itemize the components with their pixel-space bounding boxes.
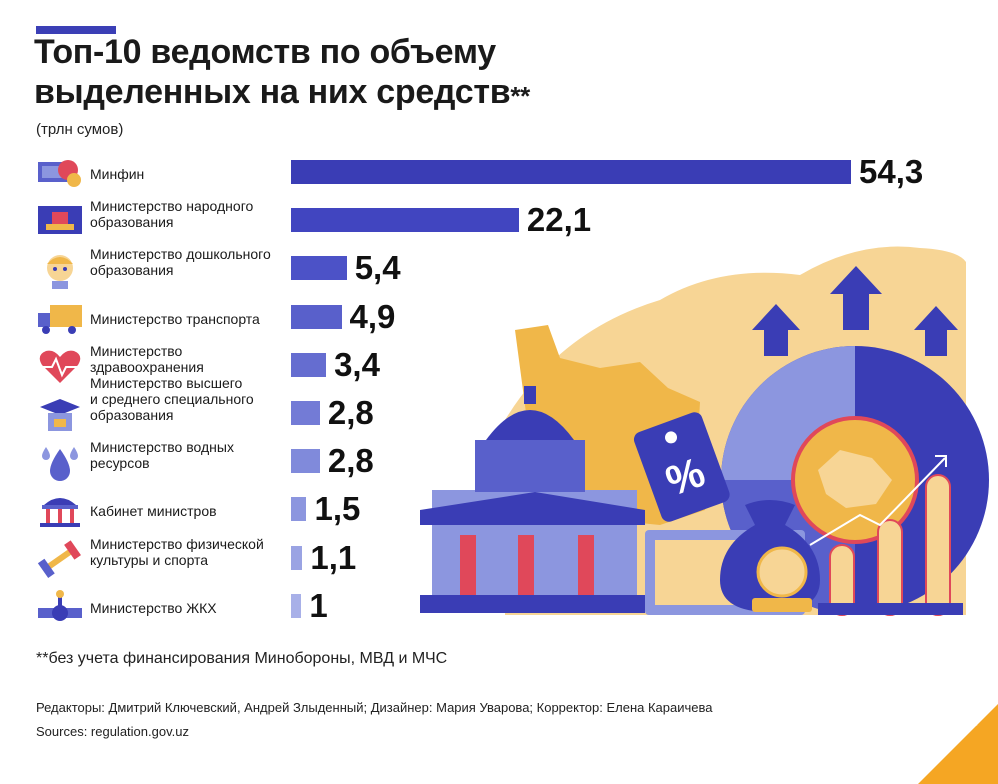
graduation-cap-icon xyxy=(40,399,80,431)
bar-category-line: Министерство дошкольного xyxy=(90,246,271,263)
footnote: **без учета финансирования Минобороны, М… xyxy=(36,650,448,667)
truck-icon xyxy=(38,304,82,334)
bar-value-label: 4,9 xyxy=(349,297,396,335)
bar-category-line: Министерство народного xyxy=(90,198,254,215)
bar-category-line: Министерство xyxy=(90,342,183,359)
bar xyxy=(291,208,519,233)
dumbbell-icon xyxy=(37,539,81,578)
bar-value-label: 1 xyxy=(309,586,328,624)
bar-category-label: Министерство здравоохранения xyxy=(90,343,290,375)
title-text: Топ-10 ведомств по объему выделенных на … xyxy=(34,33,511,111)
bar-category-line: Министерство физической xyxy=(90,535,264,552)
bar-category-label: Министерство транспорта xyxy=(90,311,290,327)
bar-category-line: и среднего специального xyxy=(90,391,254,407)
bar-category-label: Министерство физической культуры и спорта xyxy=(90,536,290,568)
bar-category-label: Министерство дошкольного образования xyxy=(90,246,290,278)
page-title: Топ-10 ведомств по объему выделенных на … xyxy=(34,32,654,112)
bar-category-label: Министерство народного образования xyxy=(90,198,290,230)
sources: Sources: regulation.gov.uz xyxy=(36,724,189,739)
water-drops-icon xyxy=(42,447,78,482)
bar xyxy=(291,256,347,281)
bar xyxy=(291,497,307,522)
sputnik-logo xyxy=(918,704,998,784)
bar-value-label: 5,4 xyxy=(354,249,401,287)
bar-category-line: Министерство транспорта xyxy=(90,310,260,327)
bar-category-line: Кабинет министров xyxy=(90,503,217,520)
government-building-icon xyxy=(40,498,80,528)
bar xyxy=(291,401,320,425)
bar-value-label: 54,3 xyxy=(859,153,924,190)
bar-value-label: 2,8 xyxy=(327,394,374,431)
bar-category-label: Министерство высшего и среднего специальн… xyxy=(90,375,290,423)
bar-category-label: Минфин xyxy=(90,166,290,182)
bar xyxy=(291,304,342,329)
bar xyxy=(291,593,302,618)
heart-pulse-icon xyxy=(39,350,81,383)
bar-category-label: Кабинет министров xyxy=(90,503,290,519)
school-icon xyxy=(38,206,82,235)
bar-category-line: Министерство водных xyxy=(90,439,234,456)
bar-category-line: здравоохранения xyxy=(90,358,204,375)
bar-value-label: 3,4 xyxy=(334,345,380,383)
bar-category-line: Минфин xyxy=(90,166,145,182)
bar-category-line: культуры и спорта xyxy=(90,551,209,568)
bar xyxy=(291,160,851,184)
unit-label: (трлн сумов) xyxy=(36,121,124,138)
bar-value-label: 1,5 xyxy=(314,490,361,528)
bar-value-label: 22,1 xyxy=(526,201,592,239)
bar xyxy=(291,545,303,570)
bar xyxy=(291,449,320,474)
child-face-icon xyxy=(47,255,73,290)
bar-value-label: 1,1 xyxy=(310,538,357,576)
title-footnote-mark: ** xyxy=(510,81,530,111)
bar-value-label: 2,8 xyxy=(327,442,374,480)
bar-category-line: образования xyxy=(90,262,174,279)
bar-category-line: ресурсов xyxy=(90,455,150,472)
bar-category-line: Министерство ЖКХ xyxy=(90,599,217,616)
credits: Редакторы: Дмитрий Ключевский, Андрей Зл… xyxy=(36,700,713,715)
bar-category-label: Министерство ЖКХ xyxy=(90,600,290,616)
pipe-valve-icon xyxy=(38,589,82,621)
bar-category-line: Министерство высшего xyxy=(90,375,243,391)
title-accent-bar xyxy=(36,26,116,34)
bar-category-label: Министерство водных ресурсов xyxy=(90,439,290,471)
bar-category-line: образования xyxy=(90,214,174,231)
money-bag-icon xyxy=(38,160,81,187)
bar-category-line: образования xyxy=(90,407,174,423)
bar xyxy=(291,352,327,377)
